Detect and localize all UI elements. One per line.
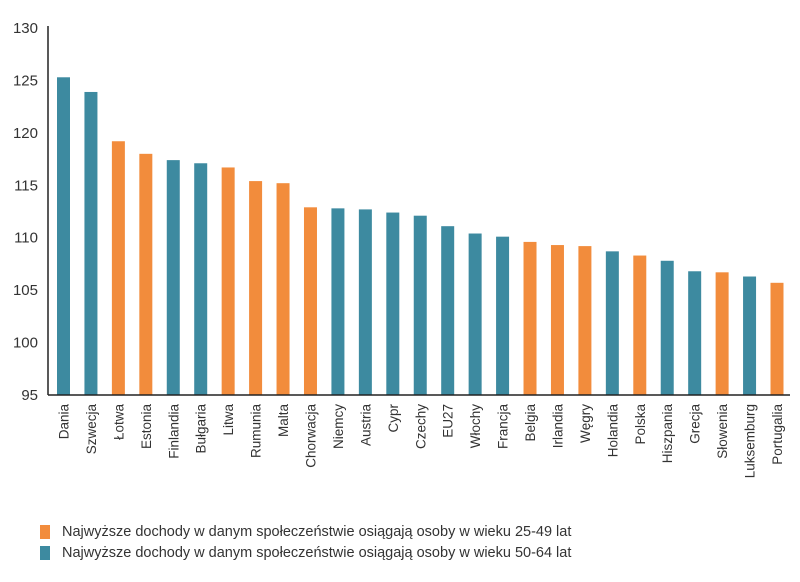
bars xyxy=(57,77,784,395)
bar-Bułgaria xyxy=(194,163,208,395)
legend-item-25-49: Najwyższe dochody w danym społeczeństwie… xyxy=(40,524,571,540)
y-tick-label: 105 xyxy=(13,282,38,299)
x-axis-labels: Dania Szwecja Łotwa Estonia Finlandia Bułgari… xyxy=(57,404,786,479)
x-tick-label: Dania xyxy=(57,404,72,440)
bar-Grecja xyxy=(688,271,702,395)
x-tick-label: Szwecja xyxy=(84,404,99,455)
x-tick-label: Czechy xyxy=(413,404,428,449)
bar-Chorwacja xyxy=(303,207,317,395)
bar-Węgry xyxy=(578,246,592,395)
bar-Francja xyxy=(496,236,510,395)
bar-Polska xyxy=(633,255,647,395)
x-tick-label: Polska xyxy=(633,404,648,445)
y-tick-label: 130 xyxy=(13,20,38,37)
x-tick-label: Irlandia xyxy=(550,404,565,449)
legend-swatch-25-49 xyxy=(40,525,50,539)
x-tick-label: Estonia xyxy=(139,404,154,450)
bar-Niemcy xyxy=(331,208,345,395)
y-tick-label: 100 xyxy=(13,335,38,352)
bar-chart: 95 100 105 110 115 120 125 130 Dania Szwecja Łotw… xyxy=(13,20,790,479)
x-tick-label: Niemcy xyxy=(331,404,346,449)
bar-Luksemburg xyxy=(743,276,757,395)
x-tick-label: Chorwacja xyxy=(303,404,318,468)
legend-label-50-64: Najwyższe dochody w danym społeczeństwie… xyxy=(62,545,572,561)
bar-Belgia xyxy=(523,241,537,395)
bar-Włochy xyxy=(468,233,482,395)
bar-EU27 xyxy=(441,226,455,395)
x-tick-label: Holandia xyxy=(605,404,620,458)
x-tick-label: Grecja xyxy=(688,404,703,444)
legend-swatch-50-64 xyxy=(40,546,50,560)
x-tick-label: Belgia xyxy=(523,404,538,442)
y-tick-label: 95 xyxy=(21,387,38,404)
bar-Czechy xyxy=(413,215,427,395)
bar-Austria xyxy=(358,209,372,395)
x-tick-label: Łotwa xyxy=(111,404,126,441)
x-tick-label: Rumunia xyxy=(249,404,264,459)
x-tick-label: Luksemburg xyxy=(743,404,758,478)
bar-Łotwa xyxy=(111,141,125,395)
y-axis-ticks: 95 100 105 110 115 120 125 130 xyxy=(13,20,38,404)
bar-Rumunia xyxy=(249,181,263,395)
x-tick-label: Słowenia xyxy=(715,404,730,459)
x-tick-label: Cypr xyxy=(386,404,401,433)
y-tick-label: 115 xyxy=(14,177,38,194)
bar-Dania xyxy=(57,77,70,395)
legend-item-50-64: Najwyższe dochody w danym społeczeństwie… xyxy=(40,545,571,561)
x-tick-label: Bułgaria xyxy=(194,404,209,454)
y-tick-label: 120 xyxy=(13,125,38,142)
x-tick-label: Portugalia xyxy=(770,404,785,465)
bar-Estonia xyxy=(139,153,153,395)
x-tick-label: EU27 xyxy=(441,404,456,438)
bar-Litwa xyxy=(221,167,235,395)
x-tick-label: Finlandia xyxy=(166,404,181,459)
bar-Finlandia xyxy=(166,160,180,395)
legend-label-25-49: Najwyższe dochody w danym społeczeństwie… xyxy=(62,524,572,540)
bar-Szwecja xyxy=(84,91,98,395)
x-tick-label: Węgry xyxy=(578,404,593,443)
x-tick-label: Malta xyxy=(276,404,291,438)
x-tick-label: Francja xyxy=(496,404,511,450)
bar-Holandia xyxy=(605,251,619,395)
x-tick-label: Włochy xyxy=(468,404,483,449)
bar-Portugalia xyxy=(770,282,784,395)
bar-Irlandia xyxy=(550,245,564,395)
bar-Cypr xyxy=(386,212,400,395)
y-tick-label: 125 xyxy=(13,72,38,89)
bar-Malta xyxy=(276,183,290,395)
x-tick-label: Austria xyxy=(358,404,373,447)
y-tick-label: 110 xyxy=(14,230,38,247)
bar-Słowenia xyxy=(715,272,729,395)
bar-Hiszpania xyxy=(660,260,674,395)
x-tick-label: Hiszpania xyxy=(660,404,675,464)
x-tick-label: Litwa xyxy=(221,404,236,436)
